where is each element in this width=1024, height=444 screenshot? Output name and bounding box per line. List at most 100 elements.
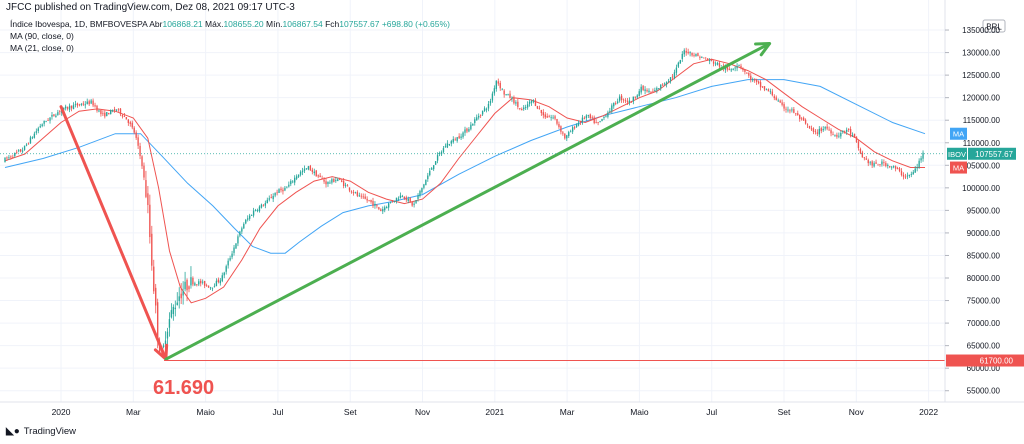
candle-body [570,131,572,133]
candle-body [626,100,629,102]
candle-body [857,141,860,149]
candle-body [335,180,337,182]
candle-body [546,116,548,118]
candle-body [276,192,278,194]
candle-body [695,53,697,57]
candle-body [102,113,104,115]
candle-body [90,100,92,104]
candle-body [458,136,460,139]
candle-body [248,215,251,219]
candle-body [170,310,173,318]
candle-body [632,96,635,102]
candle-body [76,103,79,106]
candle-body [350,191,353,193]
green-arrow-head[interactable] [754,42,772,57]
candlestick-series [4,47,924,354]
legend-symbol: Índice Ibovespa, 1D, BMFBOVESPA [10,19,148,29]
candle-body [280,188,282,191]
candle-body [712,61,715,64]
candle-body [846,129,848,132]
candle-body [855,136,858,142]
candle-body [583,117,586,119]
candle-body [556,119,558,124]
candle-body [407,198,409,201]
candle-body [294,177,296,183]
candle-body [143,165,145,178]
candle-body [446,143,449,148]
red-arrow-shaft[interactable] [59,105,168,361]
candle-body [82,103,84,105]
time-axis[interactable]: 2020 Mar Maio Jul Set Nov 2021 Mar Maio Jul Set Nov… [0,401,1024,417]
candle-body [80,104,83,105]
candle-body [609,110,611,112]
candle-body [916,167,918,169]
price-tick-label: 85000.00 [967,251,1001,260]
candle-body [292,181,294,183]
candle-body [337,179,339,182]
drawings-layer [59,42,772,361]
candle-body [354,192,357,194]
candle-body [376,205,378,207]
candle-body [800,118,803,120]
candle-body [129,122,131,124]
candle-body [476,117,478,121]
candle-body [113,109,116,111]
candle-body [133,127,135,133]
candle-body [108,113,110,115]
candle-body [452,139,454,143]
candle-body [237,236,239,244]
candle-body [748,72,750,76]
candle-body [595,122,597,123]
green-arrow-shaft[interactable] [164,42,772,361]
candle-body [391,201,394,203]
candle-body [789,110,791,112]
candle-body [149,204,151,238]
candle-body [714,63,717,65]
candle-body [493,88,496,94]
legend-high-label: Máx. [205,19,224,29]
candle-body [759,82,762,88]
candle-body [111,110,114,112]
candle-body [92,100,94,106]
currency-box[interactable] [982,19,1006,33]
candle-body [894,166,897,169]
candle-body [360,195,362,197]
time-tick-label: Jul [272,407,283,417]
candle-body [386,207,388,209]
candle-body [456,137,458,141]
candle-body [12,156,14,158]
candle-body [742,68,744,71]
tradingview-logo[interactable]: ◣● TradingView [6,426,76,437]
candle-body [615,103,617,104]
time-tick-label: Set [344,407,357,417]
candle-body [736,66,738,69]
candle-body [730,69,732,71]
time-tick-label: 2022 [919,407,938,417]
candle-body [920,158,922,161]
candle-body [842,130,844,132]
candle-body [84,104,86,106]
candle-body [703,57,705,59]
candle-body [63,107,65,110]
legend-ma90[interactable]: MA (90, close, 0) [10,31,74,41]
legend-ma21[interactable]: MA (21, close, 0) [10,43,74,53]
candle-body [898,168,901,171]
candle-body [851,134,854,136]
candle-body [589,114,591,119]
candle-body [49,117,51,121]
candle-body [117,108,120,110]
candle-body [444,146,447,148]
candle-body [235,243,237,249]
candle-body [795,113,797,115]
candle-body [245,219,247,224]
candle-body [127,119,130,123]
candle-body [397,198,400,200]
candle-body [517,101,519,107]
price-axis[interactable]: BRL 55000.00 60000.00 65000.00 70000.00 75000… [944,0,1024,402]
time-tick-label: Set [778,407,791,417]
candle-body [268,198,270,200]
candle-body [912,172,914,175]
candle-body [607,112,609,117]
time-tick-label: 2020 [52,407,71,417]
